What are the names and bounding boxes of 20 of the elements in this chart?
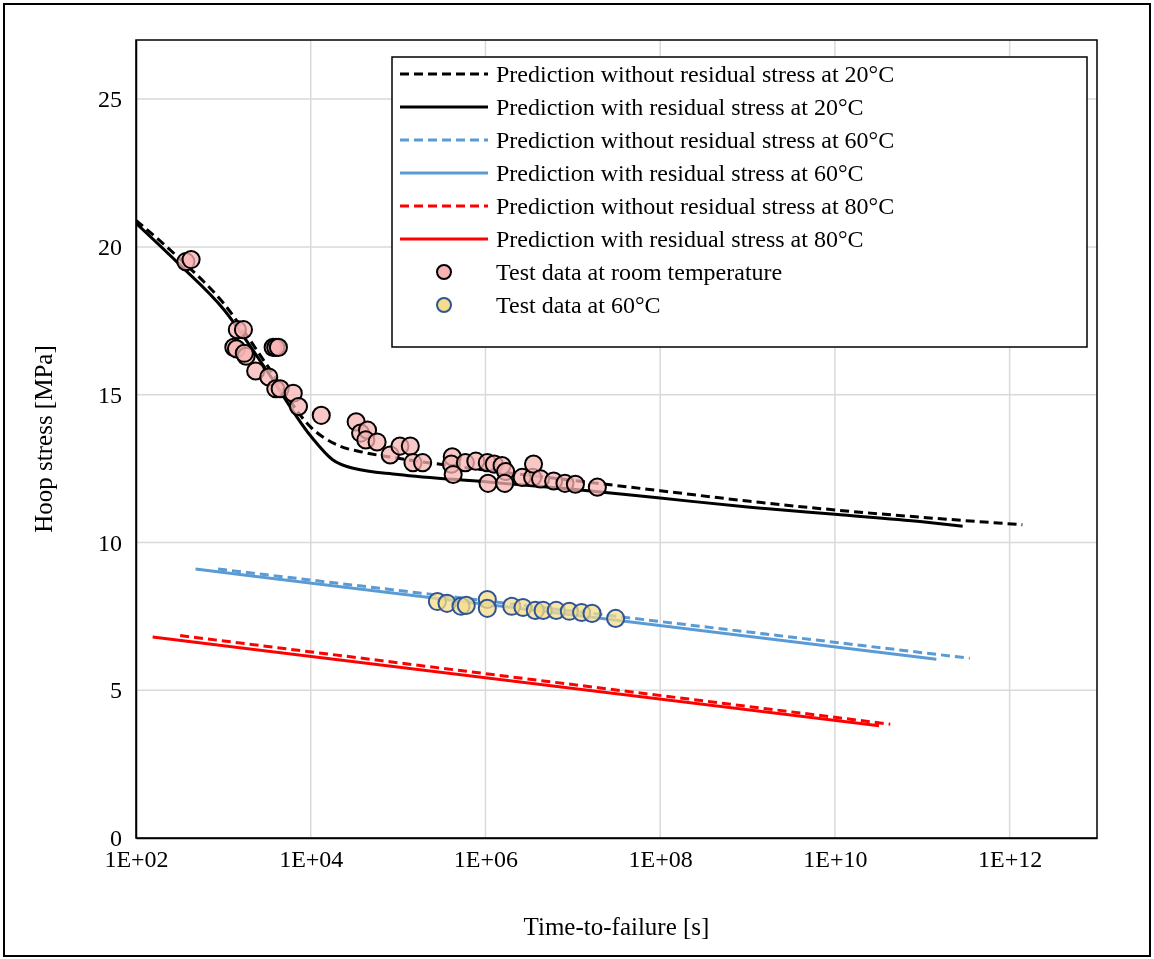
y-tick-label: 20 (98, 234, 122, 261)
legend-label: Prediction with residual stress at 80°C (496, 226, 864, 252)
x-tick-label: 1E+06 (453, 846, 519, 873)
legend-label: Prediction with residual stress at 20°C (496, 94, 864, 120)
legend-label: Prediction without residual stress at 80°C (496, 193, 895, 219)
x-axis-title: Time-to-failure [s] (523, 913, 710, 940)
x-tick-label: 1E+08 (628, 846, 693, 873)
x-tick-label: 1E+04 (279, 846, 344, 873)
x-tick-label: 1E+10 (803, 846, 868, 873)
legend-label: Test data at room temperature (496, 259, 783, 285)
legend-label: Prediction without residual stress at 60°C (496, 127, 895, 153)
y-tick-label: 15 (98, 381, 122, 408)
y-tick-label: 25 (98, 86, 122, 113)
y-tick-label: 5 (110, 677, 122, 704)
legend-label: Prediction without residual stress at 20°C (496, 61, 895, 87)
legend-label: Test data at 60°C (496, 292, 661, 318)
y-axis-title: Hoop stress [MPa] (30, 345, 57, 533)
legend-label: Prediction with residual stress at 60°C (496, 160, 864, 186)
x-tick-label: 1E+12 (978, 846, 1043, 873)
y-tick-label: 10 (98, 529, 122, 556)
